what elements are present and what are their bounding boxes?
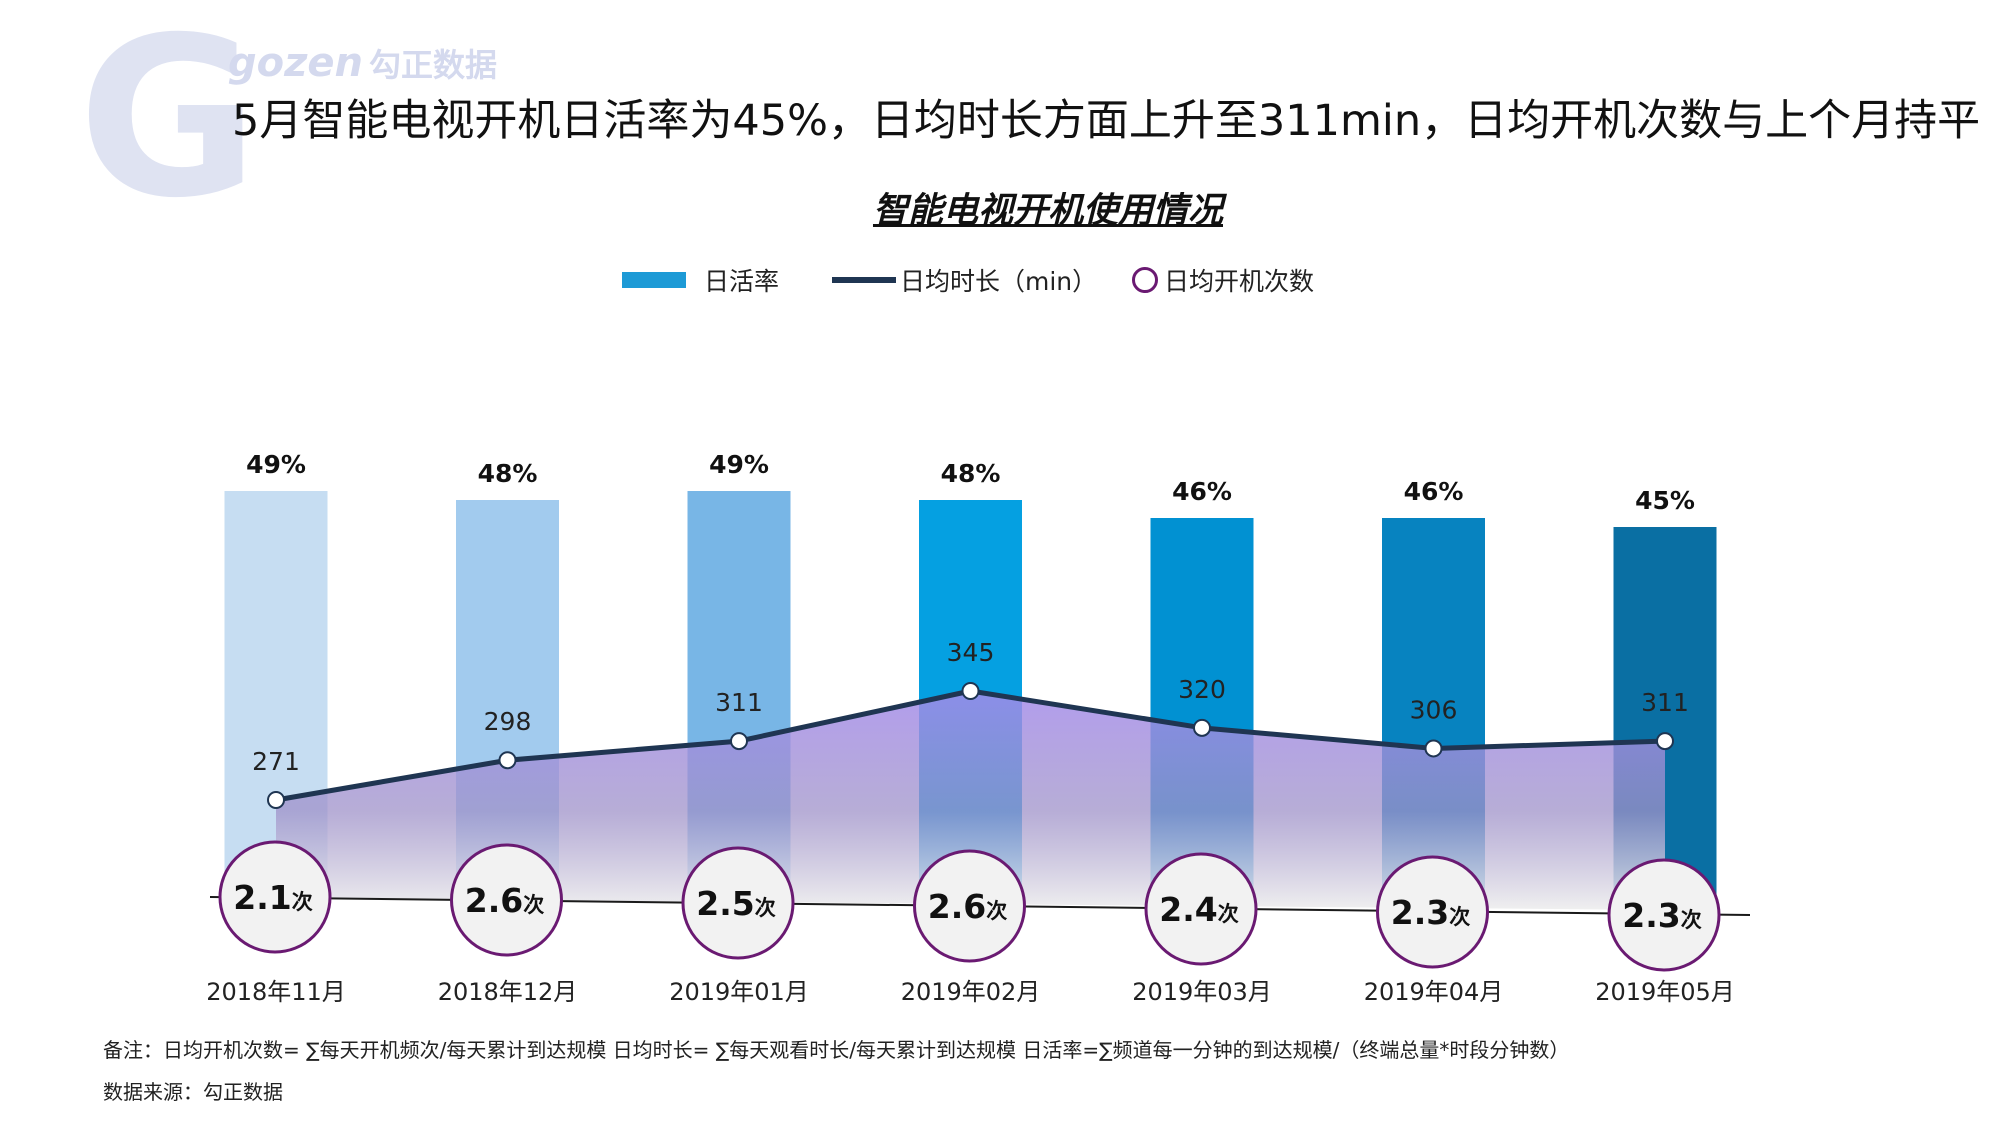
x-axis-category-label: 2019年02月	[901, 978, 1041, 1006]
bar-data-label: 46%	[1172, 477, 1232, 506]
power-on-count-circle	[218, 840, 332, 954]
power-on-count-marker: 2.5次	[681, 846, 795, 960]
duration-point	[1656, 732, 1674, 751]
power-on-count-value: 2.4	[1159, 890, 1217, 929]
bar-data-label: 48%	[478, 459, 538, 488]
power-on-count-marker: 2.1次	[218, 840, 332, 954]
duration-point	[961, 682, 980, 700]
duration-point	[1424, 739, 1443, 758]
power-on-count-unit: 次	[755, 896, 776, 920]
power-on-count-label: 2.6次	[928, 887, 1007, 926]
duration-data-label: 311	[1641, 688, 1689, 717]
x-axis-category-label: 2019年01月	[669, 978, 809, 1006]
power-on-count-value: 2.3	[1391, 893, 1449, 932]
legend-item-daily-power-on-count: 日均开机次数	[1132, 262, 1314, 298]
power-on-count-value: 2.6	[928, 887, 986, 926]
power-on-count-marker: 2.3次	[1607, 858, 1721, 972]
power-on-count-value: 2.3	[1622, 896, 1680, 935]
power-on-count-circle	[681, 846, 795, 960]
bar-data-label: 48%	[941, 459, 1001, 488]
power-on-count-marker: 2.6次	[450, 843, 563, 957]
power-on-count-label: 2.3次	[1622, 896, 1701, 935]
duration-data-label: 320	[1178, 675, 1226, 704]
brand-name: gozen	[228, 40, 363, 86]
power-on-count-circle	[1607, 858, 1721, 972]
bar-data-label: 45%	[1635, 486, 1695, 515]
power-on-count-circle	[1144, 852, 1258, 966]
power-on-count-value: 2.5	[696, 884, 754, 923]
data-source: 数据来源：勾正数据	[103, 1080, 283, 1104]
bar-data-label: 49%	[709, 450, 769, 479]
brand-name-cn: 勾正数据	[369, 46, 498, 84]
x-axis-category-label: 2019年05月	[1595, 978, 1735, 1006]
duration-data-label: 298	[484, 707, 532, 736]
power-on-count-marker: 2.4次	[1144, 852, 1258, 966]
power-on-count-label: 2.6次	[465, 881, 544, 920]
power-on-count-label: 2.5次	[696, 884, 775, 923]
duration-point	[1193, 718, 1211, 737]
legend-label: 日均时长（min）	[900, 267, 1098, 296]
duration-point	[498, 751, 517, 770]
legend-swatch-circle	[1132, 267, 1158, 293]
power-on-count-circle	[1376, 855, 1489, 969]
legend-swatch-bar	[622, 272, 686, 288]
legend-item-daily-active-rate: 日活率	[622, 262, 779, 298]
power-on-count-label: 2.1次	[233, 878, 312, 917]
duration-area-fill	[276, 691, 1665, 910]
duration-data-label: 311	[715, 688, 763, 717]
duration-data-label: 306	[1410, 695, 1458, 724]
legend-swatch-line	[832, 277, 896, 283]
duration-point	[267, 791, 285, 809]
power-on-count-label: 2.3次	[1391, 893, 1470, 932]
bar-data-label: 49%	[246, 450, 306, 479]
chart-title: 智能电视开机使用情况	[872, 191, 1223, 231]
legend-label: 日均开机次数	[1164, 267, 1315, 296]
x-axis-category-label: 2018年11月	[206, 978, 346, 1006]
power-on-count-circle	[450, 843, 563, 957]
power-on-count-unit: 次	[1681, 908, 1702, 932]
power-on-count-value: 2.6	[465, 881, 523, 920]
duration-point	[730, 732, 748, 751]
power-on-count-circle	[913, 849, 1026, 963]
bar-data-label: 46%	[1404, 477, 1464, 506]
power-on-count-marker: 2.3次	[1376, 855, 1489, 969]
power-on-count-unit: 次	[523, 893, 544, 917]
power-on-count-unit: 次	[1218, 902, 1239, 926]
duration-data-label: 345	[947, 638, 995, 667]
x-axis-category-label: 2018年12月	[438, 978, 578, 1006]
power-on-count-unit: 次	[292, 890, 313, 914]
x-axis-category-label: 2019年03月	[1132, 978, 1272, 1006]
legend-label: 日活率	[704, 267, 780, 296]
power-on-count-label: 2.4次	[1159, 890, 1238, 929]
legend-item-daily-duration: 日均时长（min）	[832, 262, 1097, 298]
power-on-count-marker: 2.6次	[913, 849, 1026, 963]
power-on-count-value: 2.1	[233, 878, 291, 917]
duration-data-label: 271	[252, 747, 300, 776]
page-headline: 5月智能电视开机日活率为45%，日均时长方面上升至311min，日均开机次数与上…	[232, 96, 1981, 146]
power-on-count-unit: 次	[986, 899, 1007, 923]
x-axis-category-label: 2019年04月	[1364, 978, 1504, 1006]
footnote: 备注：日均开机次数= ∑每天开机频次/每天累计到达规模 日均时长= ∑每天观看时…	[103, 1038, 1570, 1062]
brand-logo: gozen 勾正数据	[228, 40, 497, 86]
power-on-count-unit: 次	[1449, 905, 1470, 929]
